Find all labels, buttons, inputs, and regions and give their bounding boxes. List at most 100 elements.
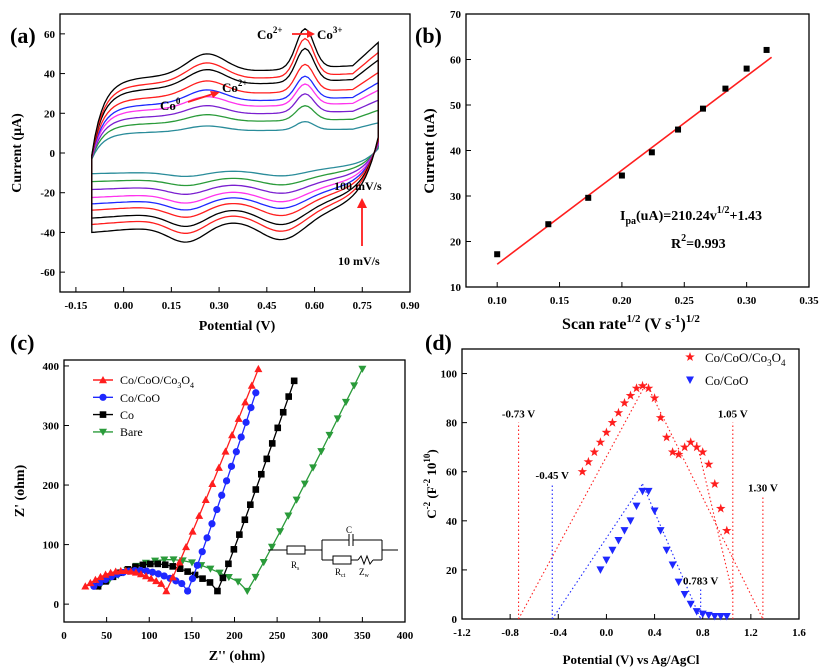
panel-c-ytick-label: 300 — [43, 421, 60, 433]
nyquist-marker — [267, 543, 276, 551]
nyquist-marker — [219, 574, 227, 582]
ms-star-marker — [655, 412, 666, 422]
ms-star-marker — [613, 407, 624, 417]
panel-d-plot: -0.73 V -0.45 V 1.05 V 1.30 V 0.783 V — [502, 380, 778, 621]
co0-arrow — [187, 92, 217, 103]
svg-text:Co2+: Co2+ — [222, 78, 248, 95]
panel-d-ticks: -1.2 -0.8 -0.4 0.0 0.4 0.8 1.2 1.6 0 20 40 60 80 100 — [441, 369, 807, 639]
panel-d-xtick-label: 1.6 — [792, 627, 806, 639]
panel-a-ticks: -0.15 0.00 0.15 0.30 0.45 0.60 0.75 0.90 -60 -40 -… — [40, 29, 420, 312]
ms-star-marker — [691, 442, 702, 452]
circuit-rct — [332, 555, 352, 565]
nyquist-marker — [309, 464, 318, 472]
panel-c-xtick-label: 150 — [184, 630, 201, 642]
legend-c-item-1: Co/CoO/Co3O4 — [120, 373, 194, 390]
nyquist-marker — [274, 424, 282, 432]
ms-triangle-marker — [668, 561, 677, 569]
nyquist-marker — [247, 403, 255, 412]
panel-c-xtick-label: 100 — [141, 630, 158, 642]
nyquist-marker — [184, 587, 192, 595]
ms-triangle-marker — [710, 613, 719, 621]
rate-bottom-label: 10 mV/s — [338, 254, 380, 268]
panel-c-ticks: 0 50 100 150 200 250 300 350 400 0 100 200 300 400 — [43, 361, 414, 642]
nyquist-marker — [252, 389, 260, 397]
panel-d: (d) -1.2 -0.8 -0.4 0.0 0.4 0.8 1.2 1.6 0 20 40 60 80… — [422, 330, 806, 667]
fit-r2: R2=0.993 — [671, 233, 726, 252]
panel-d-xtick-label: 0.4 — [648, 627, 662, 639]
panel-a-ytick-label: -40 — [40, 227, 55, 239]
circuit-rs — [286, 545, 306, 555]
tangent-blue-right — [642, 483, 702, 620]
rate-top-label: 100 mV/s — [334, 179, 382, 193]
nyquist-marker — [101, 575, 110, 584]
legend-d-marker-2 — [686, 376, 694, 384]
legend-c-item-4: Bare — [120, 425, 143, 439]
ms-star-marker — [716, 503, 726, 513]
panel-b-ytick-label: 50 — [450, 100, 462, 112]
svg-text:Co0: Co0 — [160, 96, 181, 113]
nyquist-marker — [168, 573, 177, 581]
nyquist-marker — [160, 556, 169, 564]
tangent-red-left — [518, 383, 647, 620]
ms-triangle-marker — [722, 613, 731, 621]
panel-a-xtick-label: -0.15 — [64, 300, 87, 312]
nyquist-marker — [225, 560, 232, 568]
ms-triangle-marker — [680, 590, 689, 599]
panel-d-ylabel: C-2 (F-2 1010) — [422, 449, 439, 519]
nyquist-marker — [182, 542, 191, 551]
panel-d-label: (d) — [425, 330, 452, 355]
panel-d-ytick-label: 100 — [441, 369, 458, 381]
ms-star-marker — [583, 456, 594, 466]
nyquist-marker — [206, 565, 215, 573]
co2-text: Co — [222, 80, 238, 95]
nyquist-marker — [184, 568, 191, 575]
ms-star-marker — [631, 383, 642, 393]
panel-c: (c) 0 50 100 150 200 250 300 350 400 0 100 200 300 40… — [10, 330, 414, 664]
nyquist-marker — [193, 561, 201, 569]
ms-star-marker — [704, 459, 714, 469]
nyquist-marker — [203, 534, 211, 542]
panel-d-xtick-label: -1.2 — [453, 627, 471, 639]
ms-star-marker — [607, 417, 618, 427]
equivalent-circuit — [268, 534, 398, 566]
ms-triangle-marker — [686, 600, 695, 609]
ms-triangle-marker — [662, 546, 671, 555]
nyquist-marker — [208, 520, 216, 528]
panel-a-xtick-label: 0.75 — [353, 300, 373, 312]
nyquist-marker — [131, 568, 140, 576]
panel-a-xtick-label: 0.45 — [257, 300, 277, 312]
co2b-text: Co — [257, 27, 273, 42]
co2-co3-arrowhead — [307, 30, 315, 38]
panel-c-xlabel: Z'' (ohm) — [209, 649, 266, 664]
nyquist-marker — [214, 587, 221, 595]
panel-c-plot — [81, 364, 367, 596]
legend-d-item-1: Co/CoO/Co3O4 — [705, 350, 786, 368]
circuit-rs-label: Rs — [291, 560, 300, 572]
ms-triangle-marker — [608, 546, 617, 555]
data-point — [743, 65, 750, 72]
ms-triangle-marker — [626, 517, 635, 525]
svg-text:Co3+: Co3+ — [317, 25, 343, 42]
panel-a-label: (a) — [10, 23, 36, 48]
nyquist-marker — [121, 566, 130, 574]
panel-b-xtick-label: 0.25 — [675, 295, 695, 307]
co3-sup: 3+ — [333, 25, 343, 35]
panel-d-xlabel: Potential (V) vs Ag/AgCl — [563, 652, 700, 667]
co2-sup: 2+ — [238, 78, 248, 88]
nyquist-marker — [276, 528, 285, 536]
ms-triangle-marker — [614, 536, 623, 545]
nyquist-marker — [147, 574, 156, 582]
panel-d-legend: Co/CoO/Co3O4 Co/CoO — [685, 350, 786, 388]
data-point — [722, 85, 729, 92]
ms-star-marker — [661, 432, 672, 442]
intercept-label-1: -0.73 V — [502, 409, 535, 421]
circuit-zw — [357, 554, 374, 566]
fit-equation: Ipa(uA)=210.24v1/2+1.43 — [620, 205, 762, 227]
nyquist-marker — [234, 578, 243, 586]
panel-a-ytick-label: -60 — [40, 267, 55, 279]
legend-c-marker-1 — [99, 376, 107, 384]
ms-star-marker — [643, 383, 654, 393]
panel-c-xtick-label: 50 — [101, 630, 113, 642]
ms-star-marker — [679, 442, 690, 452]
